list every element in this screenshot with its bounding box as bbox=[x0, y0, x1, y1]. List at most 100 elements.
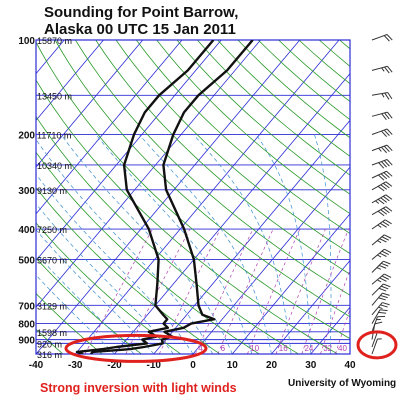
isotherm bbox=[36, 40, 104, 121]
temperature-tick-label: -10 bbox=[147, 360, 162, 371]
barb-flag bbox=[377, 198, 385, 205]
barb-flag bbox=[377, 315, 386, 318]
isotherm bbox=[114, 73, 350, 354]
highlight-rings bbox=[64, 330, 398, 363]
barb-flag bbox=[379, 222, 387, 228]
barb-flag bbox=[377, 210, 385, 217]
height-tick-label: 15870 m bbox=[37, 36, 72, 46]
barb-staff bbox=[371, 128, 388, 135]
title-line-2: Alaska 00 UTC 15 Jan 2011 bbox=[44, 21, 236, 38]
wind-barb bbox=[371, 273, 392, 285]
height-tick-label: 3129 m bbox=[37, 301, 67, 311]
height-tick-label: 1598 m bbox=[37, 328, 67, 338]
temperature-tick-label: -30 bbox=[68, 360, 83, 371]
barb-flag bbox=[381, 250, 389, 256]
isotherm bbox=[349, 353, 350, 354]
barb-flag bbox=[380, 197, 388, 203]
barb-half-flag bbox=[376, 319, 381, 321]
temperature-tick-label: 20 bbox=[266, 360, 278, 371]
isotherm bbox=[231, 213, 350, 354]
dry-adiabat bbox=[36, 187, 221, 354]
pressure-labels: 100 15870 m 13450 m 200 11710 m 10340 m 300 913… bbox=[18, 36, 72, 360]
barb-flag bbox=[381, 262, 389, 267]
wind-barb bbox=[371, 65, 393, 74]
barb-flag bbox=[385, 206, 393, 212]
barb-flag bbox=[378, 174, 385, 181]
pressure-tick-label: 800 bbox=[18, 320, 35, 331]
barb-flag bbox=[380, 304, 388, 308]
barb-flag bbox=[379, 238, 387, 243]
pressure-tick-label: 400 bbox=[18, 225, 35, 236]
barb-flag bbox=[384, 66, 390, 74]
dry-adiabat bbox=[54, 40, 350, 318]
barb-flag bbox=[382, 292, 390, 296]
barb-flag bbox=[382, 302, 390, 306]
barb-flag bbox=[381, 161, 387, 168]
barb-half-flag bbox=[377, 240, 382, 244]
isotherm bbox=[153, 119, 350, 354]
wind-barb bbox=[371, 248, 392, 260]
pressure-tick-label: 200 bbox=[18, 131, 35, 142]
barb-flag bbox=[379, 309, 388, 312]
mixing-ratio-line bbox=[125, 228, 191, 354]
height-tick-label: 7250 m bbox=[37, 225, 67, 235]
barb-flag bbox=[379, 252, 387, 257]
dry-adiabat bbox=[176, 40, 350, 195]
wind-barb bbox=[371, 181, 393, 192]
mixing-ratio-line bbox=[84, 228, 153, 354]
height-tick-label: 9130 m bbox=[37, 186, 67, 196]
thermodynamic-grid: 4 6 10 16 24 32 40 bbox=[36, 40, 400, 354]
barb-staff bbox=[371, 34, 388, 41]
dry-adiabat bbox=[360, 40, 400, 354]
barb-flag bbox=[380, 209, 388, 215]
barb-flag bbox=[384, 219, 392, 225]
dry-adiabat bbox=[36, 79, 338, 354]
inversion-caption: Strong inversion with light winds bbox=[40, 381, 237, 395]
wind-barb bbox=[371, 144, 393, 154]
barb-staff bbox=[371, 292, 383, 306]
isotherm bbox=[36, 40, 144, 168]
pressure-tick-label: 500 bbox=[18, 255, 35, 266]
barb-flag bbox=[381, 113, 387, 121]
barb-flag bbox=[383, 172, 390, 178]
wind-barb bbox=[371, 159, 393, 169]
barb-flag bbox=[387, 65, 393, 73]
mixing-ratio-label: 6 bbox=[221, 344, 226, 353]
barb-staff bbox=[371, 219, 386, 230]
barb-half-flag bbox=[381, 67, 385, 72]
mixing-ratio-line bbox=[247, 228, 301, 354]
barb-staff bbox=[371, 206, 387, 216]
barb-flag bbox=[378, 162, 385, 169]
barb-flag bbox=[386, 34, 393, 41]
barb-flag bbox=[384, 112, 390, 120]
barb-flag bbox=[383, 260, 391, 265]
barb-flag bbox=[380, 184, 388, 190]
barb-flag bbox=[381, 146, 387, 154]
dry-adiabat bbox=[339, 40, 350, 50]
mixing-ratio-label: 24 bbox=[304, 344, 313, 353]
barb-flag bbox=[382, 182, 390, 189]
barb-flag bbox=[384, 92, 390, 100]
barb-flag bbox=[387, 111, 393, 119]
wind-highlight-ring bbox=[356, 330, 398, 360]
barb-flag bbox=[378, 287, 387, 292]
sounding-traces bbox=[75, 40, 254, 354]
height-tick-label: 920 m bbox=[37, 339, 62, 349]
barb-flag bbox=[379, 277, 387, 282]
temperature-tick-label: 10 bbox=[227, 360, 239, 371]
barb-half-flag bbox=[378, 147, 382, 152]
dry-adiabat bbox=[36, 151, 260, 354]
mixing-ratio-label: 10 bbox=[250, 344, 259, 353]
moist-adiabat bbox=[36, 138, 213, 354]
barb-flag bbox=[386, 159, 393, 166]
wind-barb bbox=[371, 128, 393, 137]
isotherm bbox=[192, 166, 350, 354]
barb-flag bbox=[386, 128, 393, 135]
wind-barb bbox=[371, 194, 393, 205]
barb-flag bbox=[378, 264, 387, 269]
pressure-tick-label: 900 bbox=[18, 336, 35, 347]
barb-flag bbox=[383, 160, 390, 167]
dewpoint-trace bbox=[75, 40, 215, 354]
isotherm bbox=[36, 40, 301, 354]
